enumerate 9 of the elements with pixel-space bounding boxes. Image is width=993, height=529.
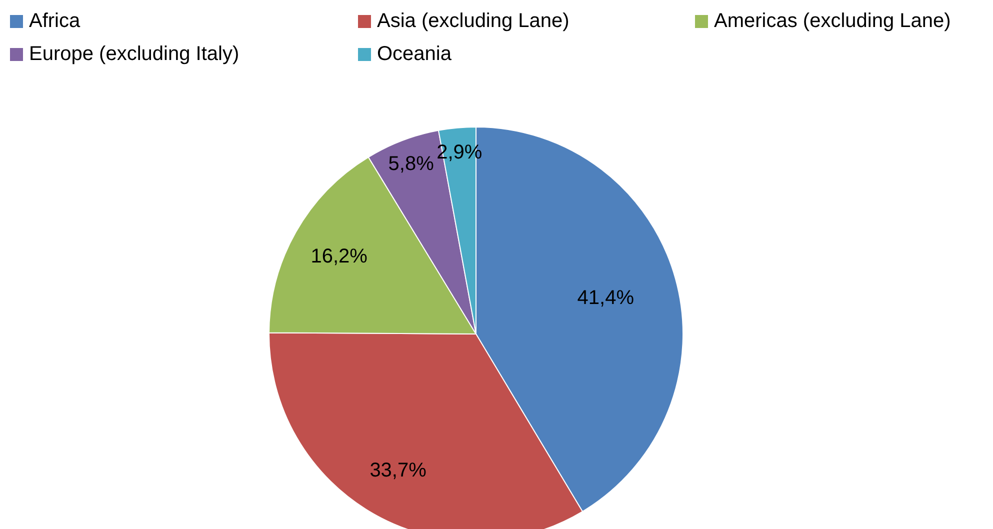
data-label: 5,8%	[388, 152, 434, 175]
legend-label: Asia (excluding Lane)	[377, 10, 570, 33]
data-label: 41,4%	[577, 287, 634, 310]
legend-label: Oceania	[377, 43, 452, 66]
legend-label: Africa	[29, 10, 80, 33]
data-label: 33,7%	[370, 460, 427, 482]
data-label: 16,2%	[310, 245, 368, 268]
legend-label: Americas (excluding Lane)	[714, 10, 951, 33]
legend-label: Europe (excluding Italy)	[29, 43, 240, 66]
